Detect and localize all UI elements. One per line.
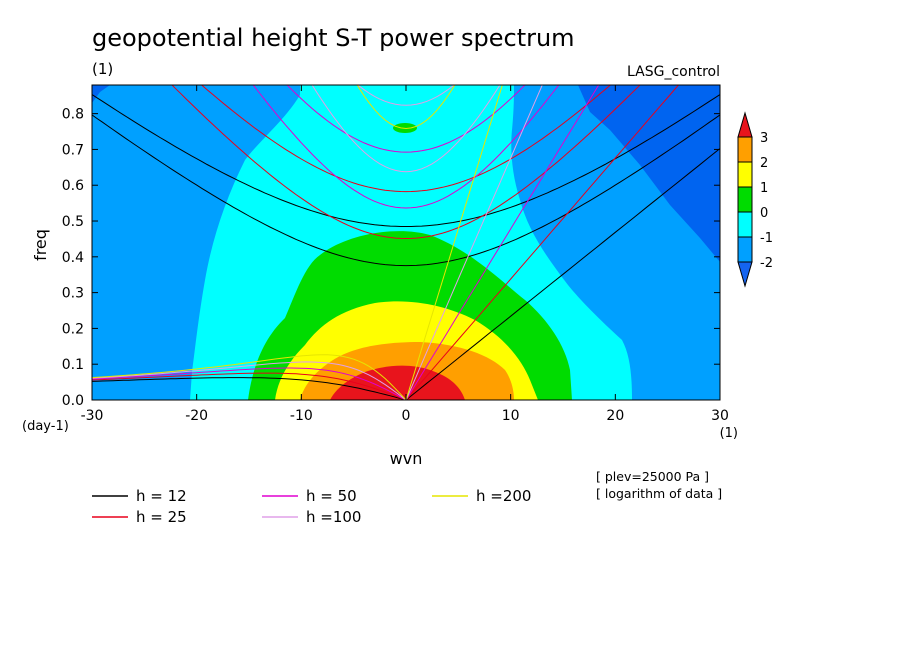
y-tick-label: 0.4 bbox=[62, 250, 84, 266]
colorbar-top-arrow bbox=[737, 111, 753, 138]
gravity-wave-curve-n2 bbox=[286, 85, 526, 153]
gravity-wave-curve-n1 bbox=[92, 114, 720, 267]
y-tick-label: 0.5 bbox=[62, 214, 84, 230]
colorbar-label: 3 bbox=[760, 131, 768, 146]
y-tick-label: 0.7 bbox=[62, 142, 84, 158]
gravity-wave-curve-n1 bbox=[311, 85, 501, 173]
rossby-wave-curve bbox=[92, 354, 407, 400]
colorbar-segment bbox=[737, 211, 753, 238]
chart-subtitle-right: LASG_control bbox=[627, 64, 720, 80]
x-tick-label: 0 bbox=[402, 408, 411, 424]
colorbar-label: 0 bbox=[760, 206, 768, 221]
chart-title: geopotential height S-T power spectrum bbox=[92, 24, 575, 52]
x-tick-label: -30 bbox=[81, 408, 104, 424]
kelvin-wave-curve bbox=[405, 85, 680, 400]
y-tick-label: 0.6 bbox=[62, 178, 84, 194]
curve-legend: h = 12 h = 25 h = 50 h =100 h =200 bbox=[92, 487, 531, 526]
dispersion-curves bbox=[92, 85, 720, 400]
x-tick-label: -20 bbox=[185, 408, 208, 424]
chart-subtitle-left: (1) bbox=[92, 60, 113, 78]
y-unit-label: (day-1) bbox=[22, 419, 69, 434]
plot-area bbox=[92, 85, 720, 400]
kelvin-wave-curve bbox=[405, 148, 720, 400]
colorbar-segment bbox=[737, 186, 753, 213]
rossby-wave-curve bbox=[92, 372, 407, 400]
y-axis-label: freq bbox=[31, 229, 50, 261]
y-tick-label: 0.0 bbox=[62, 393, 84, 409]
colorbar-segment bbox=[737, 136, 753, 163]
legend-label: h =100 bbox=[306, 508, 361, 526]
contour-level-3 bbox=[330, 365, 465, 400]
gravity-wave-curve-n1 bbox=[252, 85, 560, 209]
contour-level-minus2-left bbox=[92, 85, 110, 103]
colorbar-label: -1 bbox=[760, 231, 773, 246]
x-tick-label: 30 bbox=[711, 408, 729, 424]
colorbar-label: 1 bbox=[760, 181, 768, 196]
colorbar: 3 2 1 0 -1 -2 bbox=[737, 111, 773, 288]
legend-label: h = 25 bbox=[136, 508, 187, 526]
y-tick-label: 0.3 bbox=[62, 286, 84, 302]
rossby-wave-curve bbox=[92, 377, 407, 400]
colorbar-label: -2 bbox=[760, 256, 773, 271]
y-tick-label: 0.8 bbox=[62, 107, 84, 123]
x-unit-label: (1) bbox=[720, 426, 738, 441]
colorbar-segment bbox=[737, 161, 753, 188]
legend-label: h = 50 bbox=[306, 487, 357, 505]
kelvin-wave-curve bbox=[405, 85, 600, 400]
x-tick-label: 20 bbox=[606, 408, 624, 424]
gravity-wave-curve-n2 bbox=[200, 85, 612, 193]
rossby-wave-curve bbox=[92, 367, 407, 400]
legend-label: h = 12 bbox=[136, 487, 187, 505]
colorbar-label: 2 bbox=[760, 156, 768, 171]
colorbar-segment bbox=[737, 236, 753, 263]
x-tick-label: -10 bbox=[290, 408, 313, 424]
kelvin-wave-curve bbox=[405, 85, 543, 400]
gravity-wave-curve-n1 bbox=[356, 85, 456, 130]
legend-label: h =200 bbox=[476, 487, 531, 505]
rossby-wave-curve bbox=[92, 361, 407, 400]
y-tick-label: 0.2 bbox=[62, 321, 84, 337]
x-axis-label: wvn bbox=[390, 449, 423, 468]
note-plev: [ plev=25000 Pa ] bbox=[596, 469, 709, 484]
note-logarithm: [ logarithm of data ] bbox=[596, 486, 722, 501]
contour-level-minus2-right bbox=[578, 85, 720, 262]
y-tick-label: 0.1 bbox=[62, 357, 84, 373]
x-tick-label: 10 bbox=[502, 408, 520, 424]
colorbar-bottom-arrow bbox=[737, 261, 753, 288]
axis-ticks: -30 -20 -10 0 10 20 30 0.0 0.1 0.2 0.3 0.4 0.5 0.6 0.7… bbox=[62, 85, 729, 424]
gravity-wave-curve-n1 bbox=[171, 85, 641, 240]
gravity-wave-curve-n2 bbox=[357, 85, 455, 106]
kelvin-wave-curve bbox=[405, 85, 503, 400]
